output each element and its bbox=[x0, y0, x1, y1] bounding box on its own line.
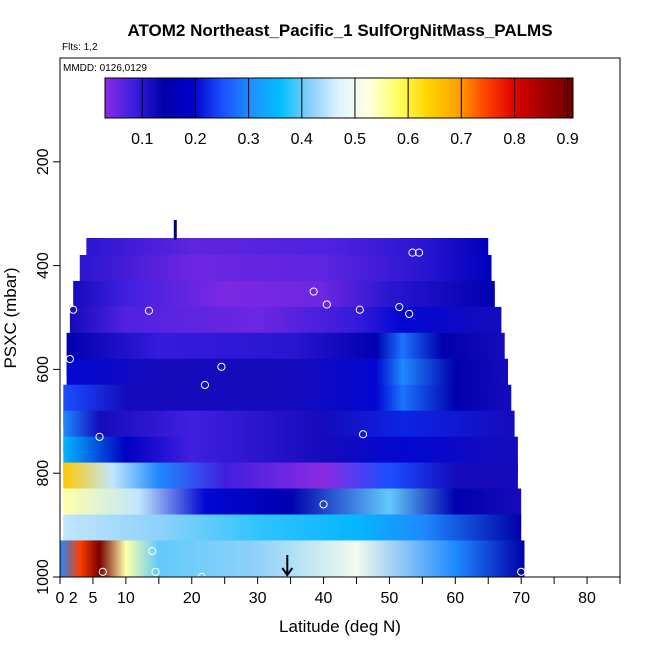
sample-point bbox=[322, 300, 331, 309]
y-tick-label: 600 bbox=[35, 356, 52, 383]
sample-point bbox=[517, 567, 526, 576]
colorbar-ticks: 0.1 0.2 0.3 0.4 0.5 0.6 0.7 0.8 0.9 bbox=[131, 78, 579, 148]
sample-point bbox=[95, 432, 104, 441]
sample-point bbox=[144, 306, 154, 315]
colorbar-tick-label: 0.5 bbox=[344, 131, 366, 148]
x-tick-label: 50 bbox=[381, 590, 399, 607]
sample-point bbox=[378, 204, 387, 213]
sample-point bbox=[395, 303, 404, 312]
x-tick-label: 2 bbox=[69, 590, 78, 607]
sample-point bbox=[65, 354, 74, 364]
sample-points bbox=[65, 170, 526, 582]
x-tick-label: 30 bbox=[249, 590, 267, 607]
sample-point bbox=[358, 430, 368, 439]
colorbar-tick-label: 0.2 bbox=[184, 131, 206, 148]
sample-point bbox=[69, 305, 78, 314]
colorbar-tick-label: 0.6 bbox=[397, 131, 419, 148]
colorbar-tick-label: 0.7 bbox=[450, 131, 472, 148]
chart-title: ATOM2 Northeast_Pacific_1 SulfOrgNitMass… bbox=[127, 21, 552, 40]
sample-point bbox=[339, 183, 348, 192]
x-tick-label: 60 bbox=[446, 590, 464, 607]
x-tick-label: 70 bbox=[512, 590, 530, 607]
y-axis: 200 400 600 800 1000 bbox=[35, 148, 60, 595]
x-axis-label: Latitude (deg N) bbox=[279, 617, 401, 636]
sample-point bbox=[299, 196, 308, 205]
x-tick-label: 80 bbox=[578, 590, 596, 607]
heatmap-row bbox=[60, 540, 525, 577]
sample-point bbox=[414, 248, 424, 257]
x-tick-label: 0 bbox=[56, 590, 65, 607]
flights-label: Flts: 1,2 bbox=[62, 42, 98, 53]
y-tick-label: 800 bbox=[35, 460, 52, 487]
colorbar-tick-label: 0.4 bbox=[291, 131, 313, 148]
sample-point bbox=[319, 500, 328, 509]
colorbar-tick-label: 0.9 bbox=[557, 131, 579, 148]
dates-label: MMDD: 0126,0129 bbox=[63, 63, 147, 74]
sample-point bbox=[405, 309, 414, 318]
colorbar-tick-label: 0.1 bbox=[131, 131, 153, 148]
x-tick-label: 40 bbox=[315, 590, 333, 607]
colorbar-gradient bbox=[104, 77, 574, 119]
plot-frame bbox=[59, 57, 621, 578]
sample-point bbox=[217, 362, 226, 371]
sample-point bbox=[408, 248, 417, 257]
sample-point bbox=[148, 546, 157, 556]
sample-point bbox=[151, 567, 160, 576]
y-tick-label: 200 bbox=[35, 148, 52, 175]
sample-point bbox=[171, 191, 180, 200]
sample-point bbox=[207, 209, 216, 218]
y-tick-label: 1000 bbox=[35, 559, 52, 595]
x-tick-label: 5 bbox=[88, 590, 97, 607]
colorbar-tick-label: 0.8 bbox=[503, 131, 525, 148]
sample-point bbox=[98, 567, 107, 576]
arrow-down-icon bbox=[281, 567, 294, 577]
y-axis-label: PSXC (mbar) bbox=[1, 267, 20, 368]
y-tick-label: 400 bbox=[35, 252, 52, 279]
x-tick-label: 10 bbox=[117, 590, 135, 607]
colorbar-tick-label: 0.3 bbox=[237, 131, 259, 148]
colorbar bbox=[104, 77, 574, 119]
x-axis: 0 2 5 10 20 30 40 50 60 70 80 bbox=[56, 577, 621, 607]
sample-point bbox=[474, 170, 483, 179]
sample-point bbox=[355, 305, 364, 314]
arrows bbox=[173, 220, 294, 577]
heatmap-rows bbox=[60, 238, 525, 577]
sample-point bbox=[200, 380, 210, 390]
sample-point bbox=[309, 287, 318, 296]
x-tick-label: 20 bbox=[183, 590, 201, 607]
